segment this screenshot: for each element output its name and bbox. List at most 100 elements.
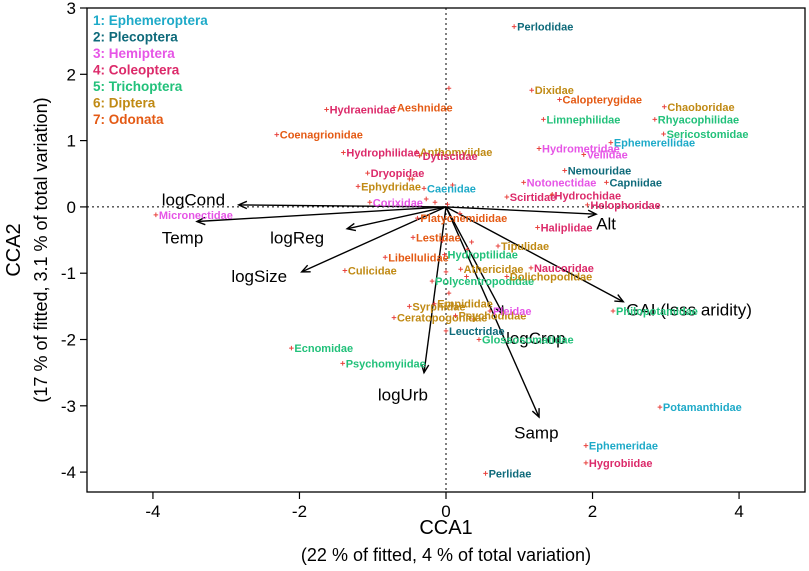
env-vector-arrow <box>423 206 447 373</box>
taxon-label: Hydroptilidae <box>448 250 518 262</box>
env-vector-arrow <box>346 206 447 230</box>
taxon-point <box>557 97 562 102</box>
y-axis-subtitle: (17 % of fitted, 3.1 % of total variatio… <box>31 97 51 402</box>
taxon-label: Limnephilidae <box>546 114 620 126</box>
legend-entry: 3: Hemiptera <box>93 46 175 61</box>
x-tick-label: 2 <box>588 502 597 521</box>
taxon-point <box>431 301 437 307</box>
taxon-point <box>324 107 329 112</box>
taxon-label: Chaoboridae <box>667 102 734 114</box>
taxon-label: Anthomyiidae <box>420 147 493 159</box>
taxon-label: Hydraenidae <box>330 104 396 116</box>
taxon-label: Ephemeridae <box>589 441 658 453</box>
taxon-point <box>153 212 159 218</box>
taxon-label: Ephemerellidae <box>614 138 695 150</box>
y-tick-label: 3 <box>67 0 76 18</box>
taxon-point <box>608 140 614 145</box>
taxon-point <box>541 117 546 122</box>
taxon-point <box>445 201 450 207</box>
taxon-point <box>442 252 447 257</box>
taxon-label: Dixidae <box>535 85 574 97</box>
taxon-point <box>581 152 587 157</box>
taxon-point <box>662 104 667 110</box>
taxon-label: Helophoridae <box>590 200 660 212</box>
env-vector-label: logCrop <box>506 329 566 348</box>
env-vector-arrowhead <box>495 305 504 316</box>
taxon-point <box>443 328 449 334</box>
y-axis-title: CCA2 <box>3 223 25 276</box>
taxon-label: Culicidae <box>348 266 397 278</box>
taxon-label: Dolichopodidae <box>510 272 592 284</box>
taxon-point <box>414 149 419 155</box>
y-tick-label: -2 <box>61 331 76 350</box>
taxon-label: Syrphidae <box>412 301 465 313</box>
taxon-point <box>289 345 294 351</box>
taxon-label: Ecnomidae <box>294 343 353 355</box>
env-vector-arrow <box>445 206 540 418</box>
taxon-label: Psychomyiidae <box>346 358 426 370</box>
taxon-point <box>652 117 658 122</box>
taxon-label: Lestidae <box>416 232 461 244</box>
x-tick-label: 0 <box>441 502 450 521</box>
legend-entry: 7: Odonata <box>93 112 164 127</box>
taxon-point <box>453 313 458 318</box>
env-vector-label: logReg <box>270 228 324 247</box>
taxon-point <box>340 361 345 366</box>
taxon-point <box>415 215 420 221</box>
taxon-label: Leuctridae <box>449 326 505 338</box>
taxon-point <box>457 211 463 216</box>
taxon-label: Platycnemididae <box>420 213 507 225</box>
y-tick-label: 0 <box>67 198 76 217</box>
env-vector-arrow <box>196 206 447 223</box>
env-vector-arrow <box>238 204 447 208</box>
taxon-point <box>274 132 280 137</box>
taxon-label: Philopotamidae <box>616 306 698 318</box>
taxon-point <box>446 85 452 91</box>
legend-entry: 1: Ephemeroptera <box>93 13 208 28</box>
env-vector-label: Alt <box>596 214 616 233</box>
taxon-label: Micronectidae <box>159 210 233 222</box>
taxon-point <box>583 443 589 448</box>
env-vector-arrowhead <box>587 209 598 219</box>
x-tick-label: -4 <box>145 502 160 521</box>
taxon-label: Caenidae <box>427 183 476 195</box>
taxon-label: Hydrochidae <box>555 191 622 203</box>
taxon-point <box>504 274 510 279</box>
env-vector-arrow <box>445 206 597 215</box>
taxon-point <box>511 24 517 29</box>
env-vector-arrowhead <box>195 216 206 226</box>
taxon-point <box>429 278 435 284</box>
taxon-point <box>443 269 449 275</box>
taxon-label: Aeshnidae <box>397 102 453 114</box>
taxon-point <box>535 225 540 230</box>
env-vector-label: Samp <box>514 423 558 442</box>
taxon-point <box>536 146 542 151</box>
taxon-label: Ceratopogonidae <box>397 313 487 325</box>
taxon-point <box>341 150 346 155</box>
x-tick-label: -2 <box>292 502 307 521</box>
taxon-point <box>464 247 470 252</box>
env-vector-arrowhead <box>345 222 357 232</box>
x-axis-subtitle: (22 % of fitted, 4 % of total variation) <box>301 545 591 565</box>
taxon-label: Hygrobiidae <box>589 458 653 470</box>
taxon-point <box>504 194 510 200</box>
taxon-point <box>583 460 589 466</box>
legend-entry: 5: Trichoptera <box>93 79 183 94</box>
env-vector-label: logUrb <box>378 386 428 405</box>
taxon-point <box>528 265 534 271</box>
legend-entry: 6: Diptera <box>93 96 156 111</box>
taxon-label: Psychodidae <box>459 311 527 323</box>
taxon-label: Haliplidae <box>541 222 593 234</box>
taxon-point <box>391 315 397 320</box>
taxon-label: Dytiscidae <box>423 151 478 163</box>
taxon-point <box>382 254 388 260</box>
y-tick-label: 2 <box>67 65 76 84</box>
taxon-point <box>610 308 616 314</box>
taxon-label: Coenagrionidae <box>280 130 363 142</box>
env-vector-arrow <box>301 206 447 273</box>
taxon-label: Polycentropodidae <box>435 276 534 288</box>
taxon-point <box>417 153 422 159</box>
taxon-label: Libellulidae <box>388 252 449 264</box>
env-vector-arrowhead <box>420 363 430 375</box>
